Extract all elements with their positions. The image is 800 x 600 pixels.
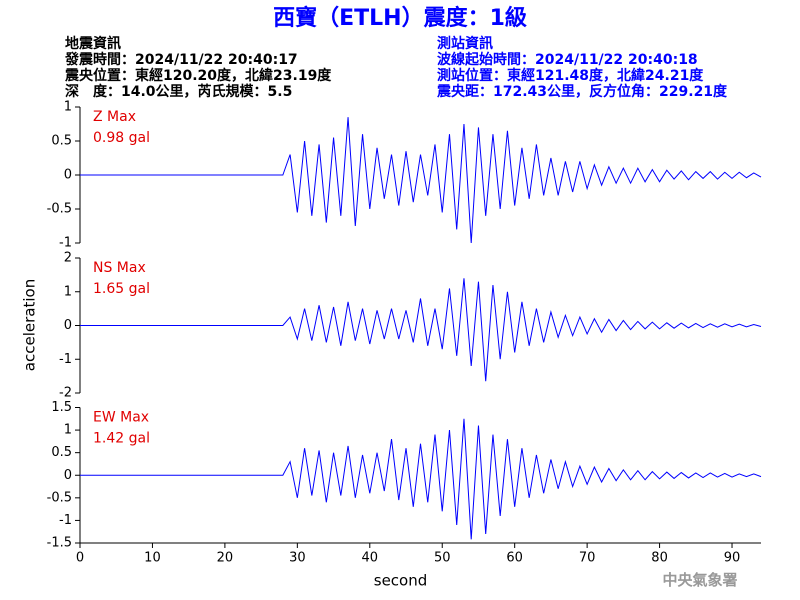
component-label: Z Max [93, 109, 136, 125]
watermark: 中央氣象署 [662, 571, 737, 589]
component-label: EW Max [93, 410, 149, 426]
waveform [80, 278, 762, 382]
y-tick-label: -1 [59, 513, 72, 528]
y-tick-label: 0 [64, 318, 72, 333]
y-tick-label: -0.5 [47, 490, 72, 505]
x-tick-label: 50 [434, 551, 451, 566]
info-left: 深 度：14.0公里，芮氏規模：5.5 [65, 83, 292, 100]
x-tick-label: 0 [76, 551, 84, 566]
info-right: 波線起始時間：2024/11/22 20:40:18 [437, 51, 698, 68]
x-tick-label: 60 [506, 551, 523, 566]
y-tick-label: 0.5 [51, 134, 72, 149]
y-tick-label: 1 [64, 284, 72, 299]
x-tick-label: 10 [144, 551, 161, 566]
info-right: 震央距：172.43公里，反方位角：229.21度 [436, 83, 728, 100]
y-tick-label: 0 [64, 168, 72, 183]
component-label: NS Max [93, 260, 146, 276]
waveform [80, 418, 762, 540]
y-tick-label: 2 [64, 251, 72, 266]
x-tick-label: 70 [579, 551, 596, 566]
info-right: 測站位置：東經121.48度，北緯24.21度 [437, 67, 704, 84]
x-axis-label: second [374, 572, 428, 590]
y-axis-label: acceleration [21, 279, 39, 371]
x-tick-label: 40 [362, 551, 379, 566]
x-tick-label: 20 [217, 551, 234, 566]
x-tick-label: 30 [289, 551, 306, 566]
y-tick-label: 1.5 [51, 400, 72, 415]
y-tick-label: -1.5 [47, 536, 72, 551]
y-tick-label: -1 [59, 352, 72, 367]
y-tick-label: 1 [64, 423, 72, 438]
waveform [80, 117, 762, 244]
y-tick-label: 0.5 [51, 445, 72, 460]
info-left: 發震時間：2024/11/22 20:40:17 [64, 51, 298, 68]
y-tick-label: 1 [64, 100, 72, 115]
max-label: 1.42 gal [93, 431, 150, 447]
info-left: 地震資訊 [65, 35, 121, 52]
y-tick-label: -2 [59, 386, 72, 401]
info-left: 震央位置：東經120.20度，北緯23.19度 [64, 67, 332, 84]
title: 西寶（ETLH）震度：1級 [273, 5, 527, 31]
y-tick-label: 0 [64, 468, 72, 483]
x-tick-label: 90 [724, 551, 741, 566]
y-tick-label: -0.5 [47, 202, 72, 217]
info-right: 測站資訊 [437, 35, 493, 52]
max-label: 0.98 gal [93, 130, 150, 146]
x-tick-label: 80 [651, 551, 668, 566]
max-label: 1.65 gal [93, 281, 150, 297]
y-tick-label: -1 [59, 236, 72, 251]
